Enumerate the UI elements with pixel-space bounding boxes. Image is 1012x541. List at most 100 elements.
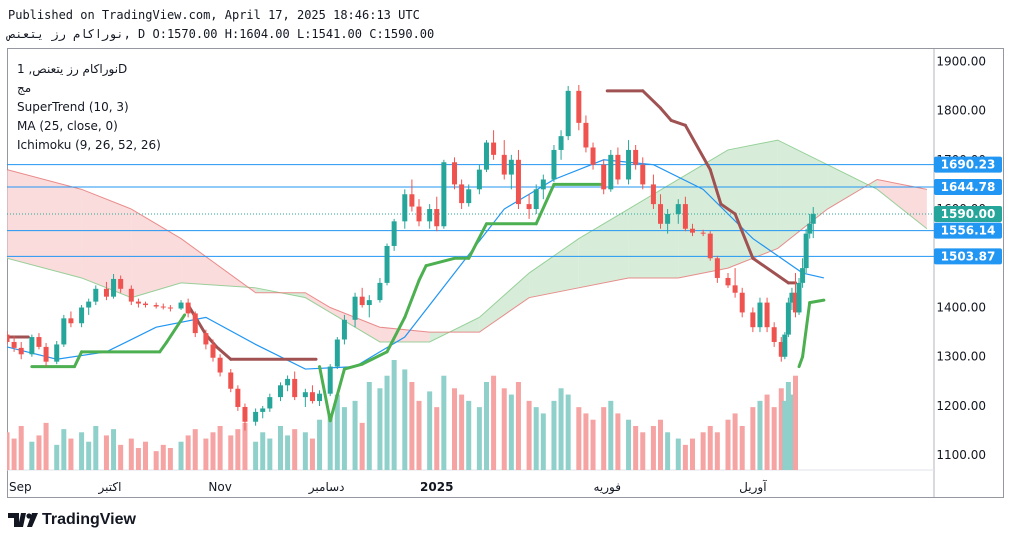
- candle: [260, 405, 266, 419]
- candle: [764, 297, 770, 333]
- candle-body: [178, 302, 184, 309]
- candle-body: [93, 288, 99, 302]
- price-label-text: 1644.78: [941, 180, 996, 194]
- candle: [633, 145, 639, 170]
- candle: [302, 388, 308, 407]
- ichimoku-cloud-segment: [479, 273, 530, 333]
- volume-bar: [778, 388, 784, 470]
- volume-bar: [558, 388, 564, 470]
- x-tick-label: Sep: [9, 480, 32, 494]
- candle: [309, 385, 315, 404]
- price-label-text: 1556.14: [941, 224, 996, 238]
- chart-frame[interactable]: [7, 48, 1004, 498]
- candle-body: [725, 277, 731, 286]
- candle: [434, 196, 440, 232]
- volume-bar: [540, 413, 546, 470]
- candle-body: [285, 378, 291, 386]
- candle-body: [327, 366, 333, 394]
- volume-bar: [483, 382, 489, 470]
- candle-body: [810, 213, 816, 224]
- candle-body: [192, 313, 198, 334]
- candle-body: [384, 245, 390, 283]
- volume-bar: [359, 422, 365, 470]
- candle-body: [334, 339, 340, 367]
- candle-body: [700, 232, 706, 234]
- published-line: Published on TradingView.com, April 17, …: [8, 8, 420, 22]
- candle: [640, 157, 646, 190]
- volume-bar: [416, 400, 422, 470]
- candle: [29, 334, 35, 357]
- candle: [540, 174, 546, 200]
- volume-bar: [682, 444, 688, 470]
- price-chart[interactable]: 1100.001200.001300.001400.001500.001600.…: [0, 0, 1012, 505]
- volume-bar: [29, 441, 35, 470]
- volume-bar: [658, 419, 664, 470]
- candle: [551, 145, 557, 182]
- candle-body: [203, 333, 209, 345]
- volume-bar: [18, 426, 24, 470]
- candle: [61, 314, 67, 347]
- candle-body: [533, 189, 539, 210]
- candle-body: [409, 194, 415, 207]
- candle-body: [352, 296, 358, 320]
- supertrend-segment: [318, 365, 332, 423]
- candle-body: [576, 90, 582, 123]
- candle-body: [366, 300, 372, 306]
- volume-bar: [86, 441, 92, 470]
- supertrend-segment: [751, 256, 790, 285]
- candle: [785, 297, 791, 338]
- candle-body: [391, 221, 397, 246]
- legend-ma[interactable]: MA (25, close, 0): [17, 119, 118, 133]
- volume-bar: [452, 388, 458, 470]
- candle-body: [771, 327, 777, 342]
- candle-body: [796, 282, 802, 313]
- supertrend-segment: [342, 362, 364, 371]
- supertrend-segment: [641, 89, 663, 110]
- legend-symbol: نوراکام رز يتعنص, 1D: [17, 62, 128, 76]
- candle-body: [235, 388, 241, 407]
- volume-bar: [700, 432, 706, 470]
- volume-bar: [689, 438, 695, 470]
- volume-bar: [476, 407, 482, 470]
- candle: [36, 333, 42, 350]
- volume-bar: [192, 429, 198, 470]
- candle: [285, 375, 291, 392]
- volume-bar: [111, 429, 117, 470]
- candle: [714, 255, 720, 283]
- volume-bar: [153, 451, 159, 470]
- candle: [135, 298, 141, 308]
- candle: [128, 285, 134, 306]
- volume-bar: [764, 394, 770, 470]
- volume-bar: [427, 391, 433, 470]
- candle-body: [11, 341, 17, 348]
- candle-body: [118, 278, 124, 289]
- candle-body: [782, 334, 788, 357]
- candle: [615, 147, 621, 185]
- candle-body: [402, 194, 408, 222]
- legend-ichimoku[interactable]: Ichimoku (9, 26, 52, 26): [17, 138, 161, 152]
- volume-bar: [43, 422, 49, 470]
- volume-bar: [36, 435, 42, 470]
- supertrend-segment: [719, 202, 737, 216]
- candle-body: [128, 288, 134, 302]
- candle-body: [757, 302, 763, 328]
- x-tick-label: 2025: [420, 480, 453, 494]
- candle-body: [785, 302, 791, 335]
- volume-bar: [302, 432, 308, 470]
- volume-bar: [757, 400, 763, 470]
- candle-body: [54, 344, 60, 362]
- candle: [153, 302, 159, 309]
- candle: [782, 332, 788, 360]
- candle-body: [36, 337, 42, 347]
- candle: [515, 149, 521, 210]
- candle: [725, 273, 731, 288]
- candle-body: [341, 319, 347, 340]
- candle-body: [750, 312, 756, 328]
- legend-supertrend[interactable]: SuperTrend (10, 3): [17, 100, 129, 114]
- candle-body: [778, 341, 784, 357]
- volume-bar: [565, 394, 571, 470]
- candle: [459, 179, 465, 210]
- volume-bar: [785, 382, 791, 470]
- volume-bar: [750, 407, 756, 470]
- tradingview-brand[interactable]: TradingView: [8, 511, 136, 529]
